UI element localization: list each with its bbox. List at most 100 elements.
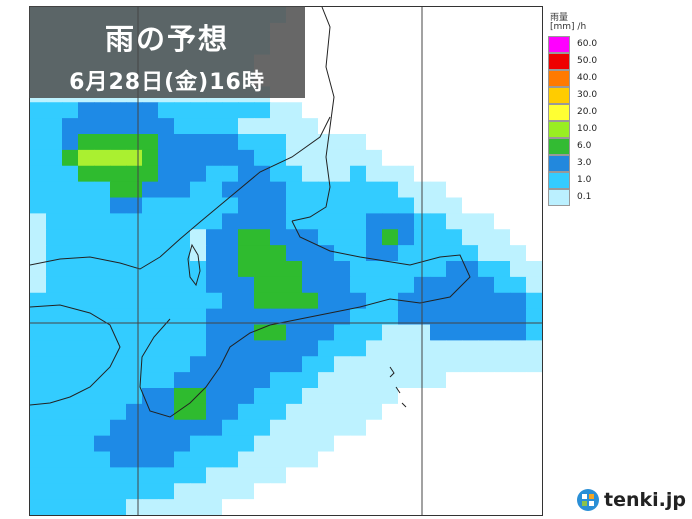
- rain-cell: [110, 149, 127, 167]
- rain-cell: [462, 403, 479, 421]
- rain-cell: [174, 483, 191, 500]
- rain-cell: [478, 276, 495, 294]
- rain-cell: [510, 245, 527, 262]
- rain-cell: [462, 149, 479, 167]
- rain-cell: [382, 102, 399, 119]
- rain-cell: [526, 483, 542, 500]
- rain-cell: [334, 213, 351, 230]
- rain-cell: [94, 181, 111, 199]
- rain-cell: [446, 165, 463, 183]
- rain-cell: [142, 340, 159, 357]
- rain-cell: [254, 403, 271, 421]
- rain-cell: [78, 197, 95, 214]
- rain-cell: [46, 245, 63, 262]
- rain-cell: [222, 467, 239, 484]
- rain-cell: [318, 499, 335, 515]
- rain-cell: [334, 435, 351, 453]
- rain-cell: [510, 499, 527, 515]
- rain-cell: [494, 435, 511, 453]
- rain-cell: [62, 134, 79, 151]
- rain-cell: [94, 403, 111, 421]
- rain-cell: [430, 181, 447, 199]
- rain-cell: [78, 483, 95, 500]
- rain-cell: [158, 213, 175, 230]
- islands-izu: [389, 366, 407, 408]
- rain-cell: [366, 308, 383, 326]
- rain-cell: [318, 276, 335, 294]
- rain-cell: [30, 419, 47, 437]
- rain-cell: [446, 118, 463, 135]
- rain-cell: [270, 340, 287, 357]
- rain-cell: [318, 165, 335, 183]
- rain-cell: [206, 261, 223, 278]
- rain-cell: [254, 213, 271, 230]
- rain-cell: [190, 292, 207, 310]
- rain-cell: [430, 70, 447, 87]
- rain-cell: [430, 483, 447, 500]
- rain-cell: [510, 276, 527, 294]
- rain-cell: [238, 102, 255, 119]
- rain-cell: [302, 181, 319, 199]
- rain-cell: [526, 118, 542, 135]
- rain-cell: [494, 324, 511, 341]
- rain-cell: [46, 181, 63, 199]
- rain-cell: [478, 467, 495, 484]
- rain-cell: [286, 435, 303, 453]
- rain-cell: [446, 403, 463, 421]
- rain-cell: [366, 292, 383, 310]
- legend-unit: [mm] /h: [550, 22, 587, 32]
- rain-cell: [334, 54, 351, 72]
- rain-cell: [270, 483, 287, 500]
- rain-cell: [526, 54, 542, 72]
- rain-cell: [142, 372, 159, 389]
- rain-cell: [94, 134, 111, 151]
- rain-cell: [190, 435, 207, 453]
- rain-cell: [270, 292, 287, 310]
- rain-cell: [462, 499, 479, 515]
- rain-cell: [270, 245, 287, 262]
- rain-cell: [526, 356, 542, 373]
- rain-cell: [494, 197, 511, 214]
- rain-cell: [78, 181, 95, 199]
- rain-cell: [62, 181, 79, 199]
- rain-cell: [510, 213, 527, 230]
- rain-cell: [302, 245, 319, 262]
- rain-cell: [350, 149, 367, 167]
- rain-cell: [526, 213, 542, 230]
- rain-cell: [318, 435, 335, 453]
- rain-cell: [142, 134, 159, 151]
- rain-cell: [478, 483, 495, 500]
- rain-cell: [206, 213, 223, 230]
- rain-cell: [110, 181, 127, 199]
- rain-cell: [382, 118, 399, 135]
- rain-cell: [222, 435, 239, 453]
- rain-cell: [398, 499, 415, 515]
- rain-cell: [238, 435, 255, 453]
- rain-cell: [302, 435, 319, 453]
- rain-cell: [94, 324, 111, 341]
- rain-cell: [350, 324, 367, 341]
- rain-cell: [398, 372, 415, 389]
- rain-cell: [286, 197, 303, 214]
- rain-cell: [302, 38, 319, 56]
- rain-cell: [302, 276, 319, 294]
- rain-cell: [94, 419, 111, 437]
- rain-cell: [318, 181, 335, 199]
- rain-cell: [510, 165, 527, 183]
- rain-cell: [430, 499, 447, 515]
- rain-cell: [142, 451, 159, 468]
- rain-cell: [46, 419, 63, 437]
- rain-cell: [334, 292, 351, 310]
- rain-cell: [238, 499, 255, 515]
- rain-cell: [110, 388, 127, 405]
- rain-cell: [318, 419, 335, 437]
- rain-cell: [62, 419, 79, 437]
- rain-cell: [302, 165, 319, 183]
- rain-cell: [270, 467, 287, 484]
- rain-cell: [318, 356, 335, 373]
- rain-cell: [30, 372, 47, 389]
- rain-cell: [366, 134, 383, 151]
- rain-cell: [494, 38, 511, 56]
- legend-swatch: [548, 121, 570, 138]
- rain-cell: [398, 245, 415, 262]
